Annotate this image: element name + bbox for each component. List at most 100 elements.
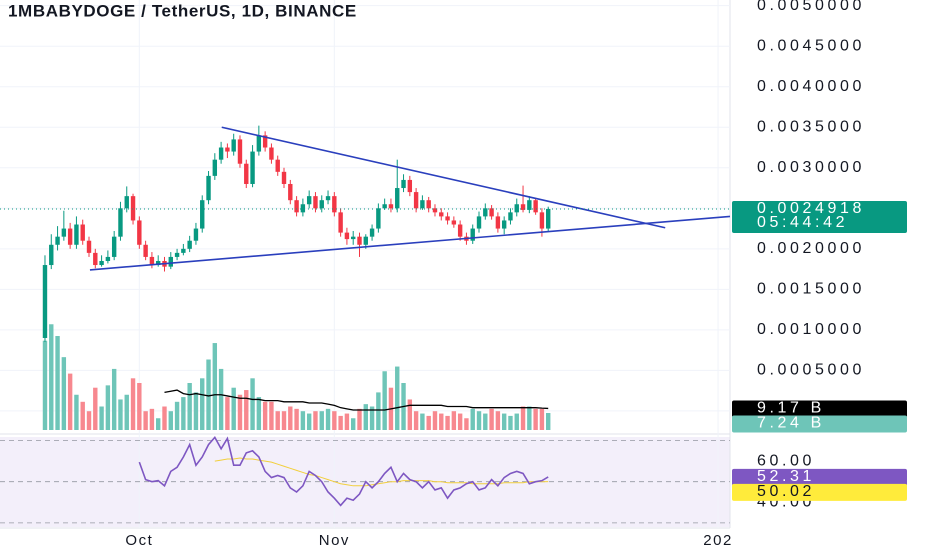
candle-body [156, 260, 161, 266]
badge-label: 52.31 [757, 468, 815, 485]
candle-body [520, 204, 526, 210]
volume-bar [42, 340, 48, 430]
volume-bar [483, 413, 488, 430]
candle-body [338, 212, 343, 233]
volume-bar [313, 411, 318, 430]
volume-bar [67, 373, 73, 430]
volume-bar [520, 406, 526, 430]
candle-body [55, 236, 60, 245]
x-tick-label: 202 [703, 532, 733, 549]
candle-body [212, 159, 218, 176]
trendline [89, 215, 731, 271]
candle-body [137, 220, 142, 245]
volume-bar [250, 378, 255, 430]
volume-bar [288, 406, 293, 430]
rsi-line [138, 436, 549, 507]
candle-body [80, 224, 85, 241]
candle-body [495, 216, 501, 229]
candle-body [143, 244, 148, 257]
volume-bar [212, 343, 218, 430]
volume-bar [325, 408, 331, 430]
volume-bar [501, 413, 507, 430]
volume-bar [464, 418, 469, 430]
badge-label: 7.24 B [757, 415, 825, 432]
y-tick-label: 0.0030000 [757, 159, 865, 176]
price-badge [732, 483, 907, 501]
price-badge [732, 400, 907, 418]
volume-bar [86, 411, 92, 430]
y-tick-label: 0.0005000 [757, 362, 865, 379]
candle-body [42, 265, 48, 338]
volume-bar [300, 411, 306, 430]
volume-bar [181, 397, 186, 430]
candle-body [61, 228, 67, 237]
volume-bar [237, 394, 243, 430]
candle-body [306, 196, 312, 205]
volume-bar [275, 411, 280, 430]
volume-bar [363, 404, 368, 430]
y-tick-label: 0.0050000 [757, 0, 865, 14]
candle-body [111, 236, 117, 257]
price-badge [732, 468, 907, 486]
rsi-tick-label: 60.00 [757, 452, 815, 469]
candle-body [376, 208, 381, 229]
badge-label: 0.0024918 [757, 200, 865, 217]
volume-bar [495, 411, 501, 430]
candle-body [369, 228, 375, 237]
volume-bar [262, 401, 268, 430]
volume-bar [137, 383, 142, 430]
candle-body [439, 212, 444, 217]
candle-body [256, 135, 262, 152]
candle-body [244, 163, 249, 184]
candle-body [86, 240, 92, 253]
candle-body [325, 196, 331, 201]
candle-body [118, 208, 123, 237]
volume-bar [319, 411, 324, 430]
volume-bar [344, 413, 350, 430]
volume-bar [200, 378, 205, 430]
candle-body [395, 188, 400, 209]
candle-body [187, 240, 192, 249]
candle-body [382, 204, 387, 209]
candle-body [49, 244, 54, 266]
candle-body [206, 175, 211, 201]
chart-title: 1MBABYDOGE / TetherUS, 1D, BINANCE [8, 1, 357, 20]
plot [0, 0, 731, 528]
candle-body [539, 212, 545, 229]
volume-bar [168, 411, 173, 430]
x-tick-label: Nov [319, 532, 350, 549]
candle-body [105, 256, 111, 261]
candle-body [426, 200, 431, 209]
candle-body [514, 204, 519, 213]
volume-bar [80, 401, 85, 430]
candle-body [237, 139, 243, 164]
volume-bar [244, 390, 249, 430]
candle-body [451, 220, 457, 225]
volume-bar [193, 392, 199, 430]
volume-bar [527, 406, 532, 430]
volume-bar [426, 415, 431, 430]
candle-body [457, 224, 463, 237]
volume-bar [376, 392, 381, 430]
volume-bar [124, 394, 129, 430]
volume-bar [451, 411, 457, 430]
badge-label: 9.17 B [757, 400, 825, 417]
candle-body [181, 248, 186, 253]
candle-body [546, 208, 551, 229]
candle-body [67, 228, 73, 245]
candle-body [351, 236, 356, 240]
candle-body [413, 192, 419, 209]
candle-body [288, 183, 293, 201]
candle-body [231, 139, 236, 152]
candle-body [193, 228, 199, 241]
candle-body [407, 179, 413, 193]
volume-bar [533, 408, 538, 430]
volume-bar [162, 406, 167, 430]
volume-bar [369, 406, 375, 430]
candle-body [93, 252, 98, 266]
candle-body [149, 256, 155, 266]
volume-bar [489, 408, 494, 430]
candle-body [344, 232, 350, 240]
